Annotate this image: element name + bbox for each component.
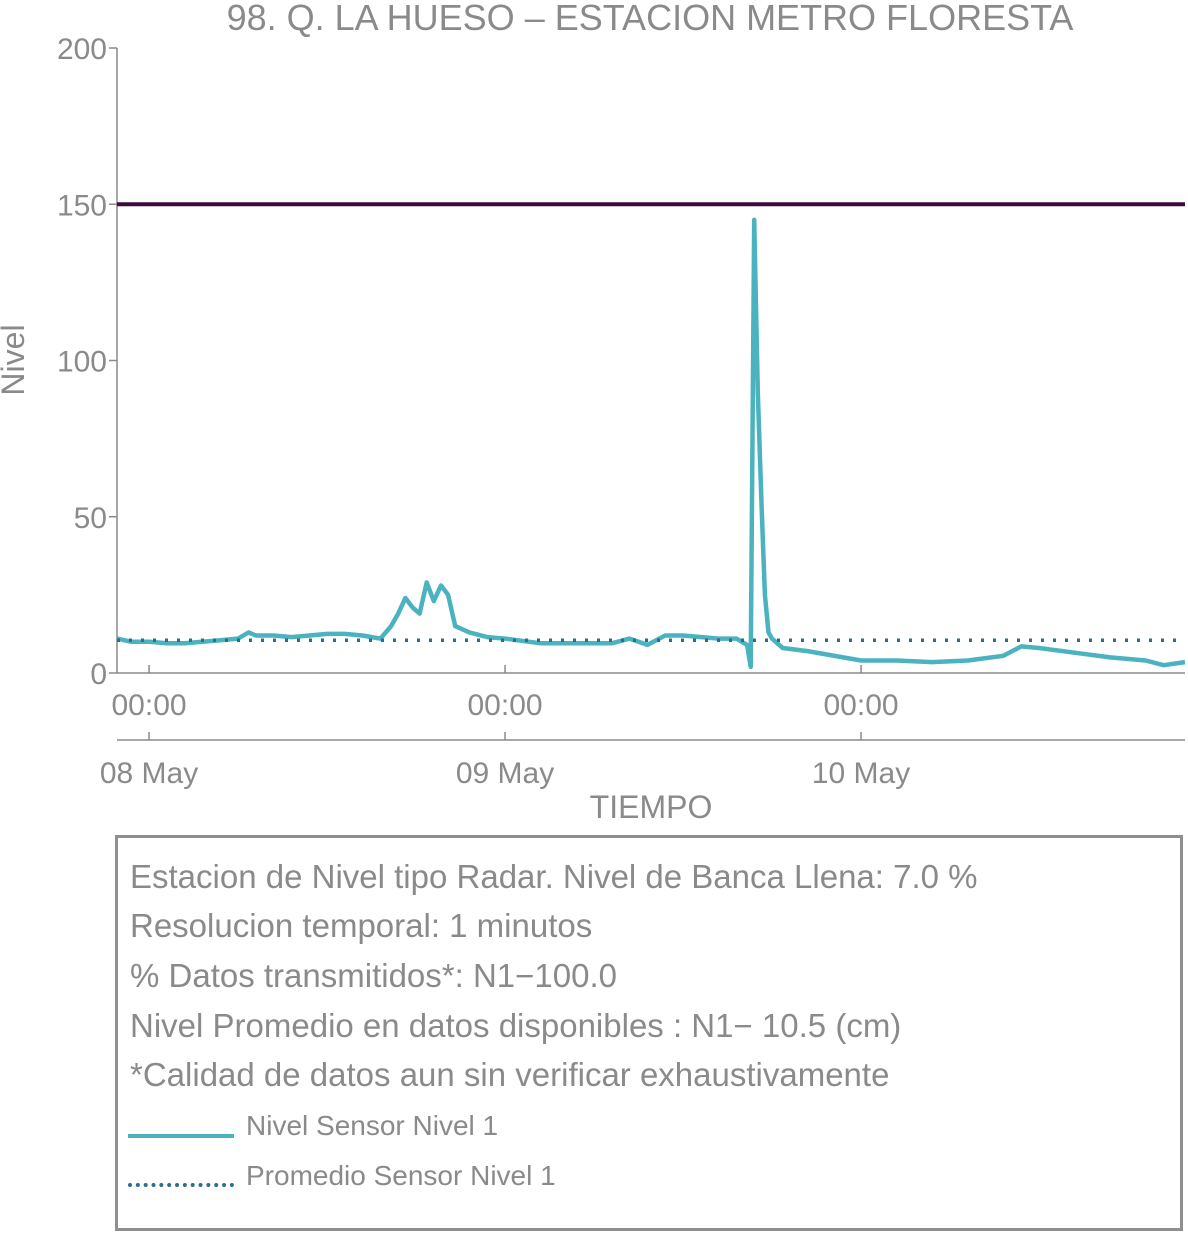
info-line-quality-note: *Calidad de datos aun sin verificar exha… xyxy=(130,1056,890,1093)
info-line-transmitted: % Datos transmitidos*: N1−100.0 xyxy=(130,957,617,994)
chart: 0 50 100 150 200 00:00 08 May 00:00 09 May 00:00 1… xyxy=(0,0,1186,825)
x-tick-time-label: 00:00 xyxy=(112,689,187,722)
legend-label-average: Promedio Sensor Nivel 1 xyxy=(246,1160,556,1191)
legend-swatch-average xyxy=(128,1183,234,1187)
x-tick-time-label: 00:00 xyxy=(824,689,899,722)
info-line-station: Estacion de Nivel tipo Radar. Nivel de B… xyxy=(130,858,978,895)
y-tick-label: 200 xyxy=(57,33,107,66)
legend-label-level: Nivel Sensor Nivel 1 xyxy=(246,1110,499,1141)
x-tick-date-label: 08 May xyxy=(100,757,198,790)
info-line-resolution: Resolucion temporal: 1 minutos xyxy=(130,907,593,944)
series-level-line xyxy=(116,217,1186,670)
x-tick-date-label: 10 May xyxy=(812,757,910,790)
x-tick-date-label: 09 May xyxy=(456,757,554,790)
y-axis-label: Nivel xyxy=(0,324,31,395)
chart-title: 98. Q. LA HUESO – ESTACION METRO FLOREST… xyxy=(227,0,1074,38)
legend-swatch-level xyxy=(128,1134,234,1138)
info-box: Estacion de Nivel tipo Radar. Nivel de B… xyxy=(115,835,1183,1231)
info-line-average: Nivel Promedio en datos disponibles : N1… xyxy=(130,1007,902,1044)
axes xyxy=(109,47,1185,741)
plot-area xyxy=(116,202,1186,670)
y-tick-label: 100 xyxy=(57,346,107,379)
y-tick-label: 0 xyxy=(90,658,107,691)
x-axis-label: TIEMPO xyxy=(590,789,713,825)
x-tick-time-label: 00:00 xyxy=(468,689,543,722)
y-tick-label: 150 xyxy=(57,189,107,222)
chart-labels: 0 50 100 150 200 00:00 08 May 00:00 09 May 00:00 1… xyxy=(0,0,1073,825)
y-tick-label: 50 xyxy=(74,502,107,535)
